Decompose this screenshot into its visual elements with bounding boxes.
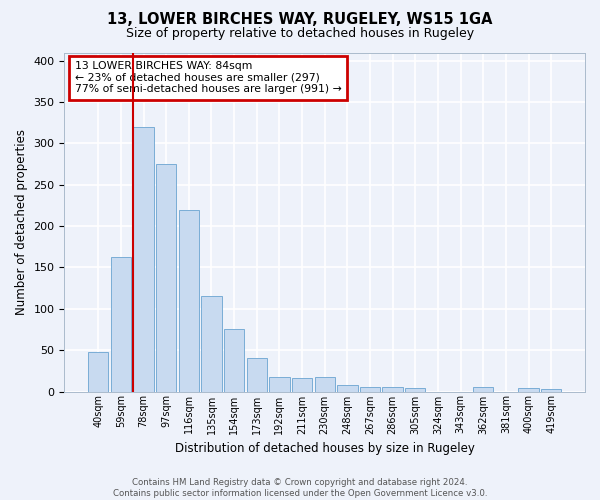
Bar xyxy=(156,164,176,392)
Bar xyxy=(247,358,267,392)
Bar xyxy=(133,127,154,392)
X-axis label: Distribution of detached houses by size in Rugeley: Distribution of detached houses by size … xyxy=(175,442,475,455)
Bar xyxy=(179,210,199,392)
Bar xyxy=(473,388,493,392)
Bar xyxy=(360,386,380,392)
Text: 13 LOWER BIRCHES WAY: 84sqm
← 23% of detached houses are smaller (297)
77% of se: 13 LOWER BIRCHES WAY: 84sqm ← 23% of det… xyxy=(75,61,341,94)
Bar xyxy=(269,378,290,392)
Y-axis label: Number of detached properties: Number of detached properties xyxy=(15,129,28,315)
Text: Contains HM Land Registry data © Crown copyright and database right 2024.
Contai: Contains HM Land Registry data © Crown c… xyxy=(113,478,487,498)
Bar xyxy=(382,388,403,392)
Bar xyxy=(518,388,539,392)
Bar xyxy=(405,388,425,392)
Bar xyxy=(541,389,562,392)
Bar xyxy=(224,330,244,392)
Bar xyxy=(88,352,109,392)
Bar xyxy=(292,378,312,392)
Text: 13, LOWER BIRCHES WAY, RUGELEY, WS15 1GA: 13, LOWER BIRCHES WAY, RUGELEY, WS15 1GA xyxy=(107,12,493,28)
Bar xyxy=(111,256,131,392)
Bar xyxy=(337,385,358,392)
Text: Size of property relative to detached houses in Rugeley: Size of property relative to detached ho… xyxy=(126,28,474,40)
Bar xyxy=(314,378,335,392)
Bar xyxy=(201,296,221,392)
